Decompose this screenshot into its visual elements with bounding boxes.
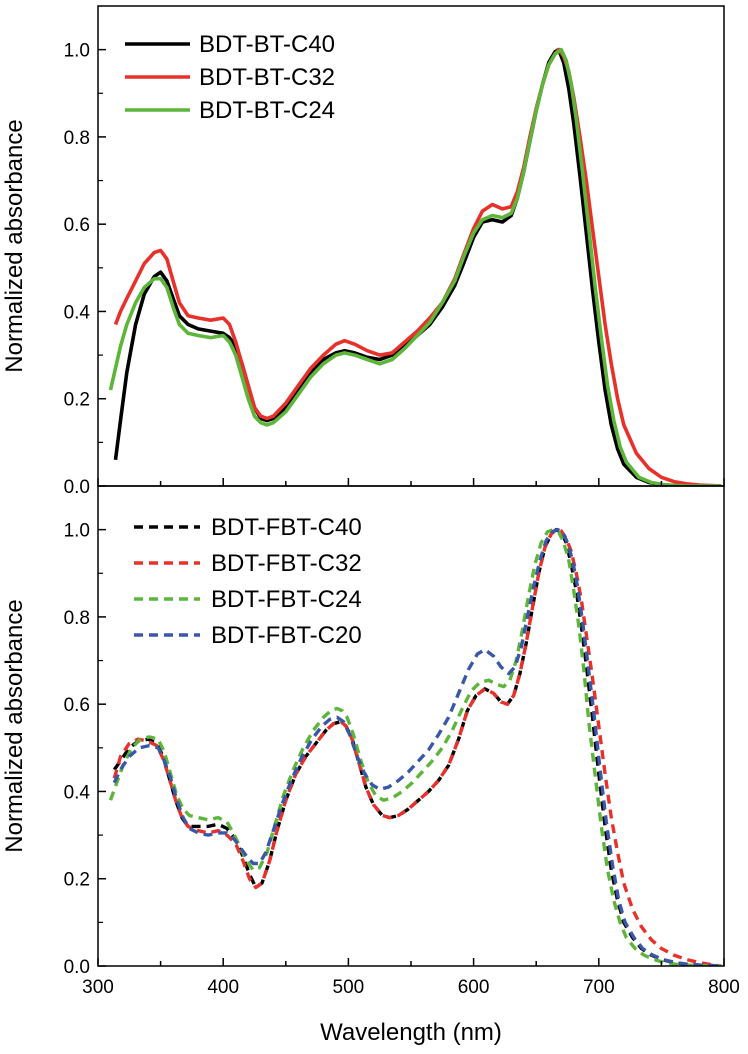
y-tick-label: 0.8 <box>64 608 90 629</box>
y-tick-label: 1.0 <box>64 521 90 542</box>
plot-frame <box>97 485 725 967</box>
y-tick-label: 0.0 <box>64 477 90 498</box>
series-line-bdt-fbt-c24 <box>108 527 722 966</box>
x-tick-label: 500 <box>333 977 365 998</box>
legend-label: BDT-BT-C40 <box>199 31 335 58</box>
x-tick-label: 300 <box>82 977 114 998</box>
y-tick-label: 0.8 <box>64 128 90 149</box>
y-tick-label: 0.2 <box>64 390 90 411</box>
legend: BDT-FBT-C40 BDT-FBT-C32 BDT-FBT-C24 BDT-FBT… <box>134 514 362 649</box>
y-tick-label: 1.0 <box>64 41 90 62</box>
series-line-bdt-bt-c24 <box>108 47 722 486</box>
legend-label: BDT-BT-C32 <box>199 64 335 91</box>
y-tick-label: 0.6 <box>64 215 90 236</box>
chart-panel-2: 0.0 0.2 0.4 0.6 0.8 1.0 300 400 500 600 700 800 Norm… <box>1 485 740 998</box>
series-group <box>108 47 722 486</box>
series-line-bdt-fbt-c20 <box>112 527 722 966</box>
y-tick-label: 0.6 <box>64 695 90 716</box>
legend: BDT-BT-C40 BDT-BT-C32 BDT-BT-C24 <box>125 31 335 124</box>
series-line-bdt-fbt-c32 <box>112 527 722 966</box>
chart-panel-1: 0.0 0.2 0.4 0.6 0.8 1.0 Normalized absorbance B… <box>1 5 725 498</box>
y-tick-label: 0.4 <box>64 302 91 323</box>
y-tick-label: 0.0 <box>64 957 90 978</box>
legend-label: BDT-BT-C24 <box>199 97 335 124</box>
legend-label: BDT-FBT-C40 <box>211 514 362 541</box>
x-axis-title: Wavelength (nm) <box>320 1019 502 1046</box>
y-tick-label: 0.2 <box>64 870 90 891</box>
legend-label: BDT-FBT-C24 <box>211 586 362 613</box>
x-tick-label: 700 <box>583 977 615 998</box>
y-axis-title: Normalized absorbance <box>1 119 28 372</box>
x-tick-label: 800 <box>708 977 740 998</box>
y-axis-title: Normalized absorbance <box>1 599 28 852</box>
series-group <box>108 527 722 966</box>
chart-panels: 0.0 0.2 0.4 0.6 0.8 1.0 Normalized absorbance B… <box>1 5 740 998</box>
plot-frame <box>97 5 725 487</box>
legend-label: BDT-FBT-C20 <box>211 622 362 649</box>
y-tick-label: 0.4 <box>64 782 91 803</box>
x-tick-label: 400 <box>207 977 239 998</box>
legend-label: BDT-FBT-C32 <box>211 550 362 577</box>
x-tick-label: 600 <box>458 977 490 998</box>
